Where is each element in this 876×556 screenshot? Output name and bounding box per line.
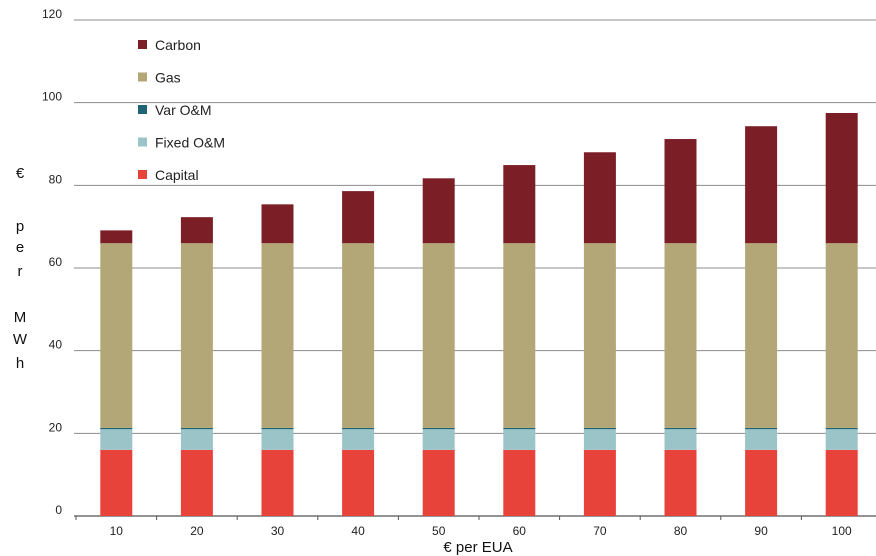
- bar-var-o-m: [261, 427, 294, 430]
- x-tick-label: 20: [190, 524, 204, 538]
- x-tick-label: 80: [674, 524, 688, 538]
- bar-carbon: [180, 217, 213, 244]
- y-axis-label-char: M: [14, 309, 27, 326]
- y-axis-label: € per MWh: [13, 165, 28, 372]
- bar-fixed-o-m: [664, 429, 697, 450]
- bar-var-o-m: [825, 427, 858, 430]
- y-axis-label-char: r: [18, 263, 23, 280]
- legend-swatch: [138, 170, 147, 179]
- bar-gas: [825, 243, 858, 428]
- y-axis-label-char: e: [16, 239, 24, 256]
- legend-label: Var O&M: [155, 102, 212, 118]
- bar-capital: [342, 449, 375, 516]
- x-tick-label: 100: [832, 524, 852, 538]
- legend-swatch: [138, 137, 147, 147]
- bar-fixed-o-m: [180, 429, 213, 450]
- x-axis-label: € per EUA: [443, 539, 512, 556]
- bar-var-o-m: [100, 427, 133, 430]
- bar-capital: [503, 449, 536, 516]
- x-tick-label: 30: [271, 524, 285, 538]
- legend-swatch: [138, 40, 147, 49]
- y-axis-label-char: h: [16, 355, 24, 372]
- bar-var-o-m: [180, 427, 213, 430]
- y-axis-label-char: p: [16, 218, 24, 235]
- bar-gas: [664, 243, 697, 428]
- x-tick-label: 90: [754, 524, 768, 538]
- x-axis: 10 20 30 40 50 60 70 80 90 100: [75, 516, 852, 538]
- bar-capital: [261, 449, 294, 516]
- x-tick-label: 50: [432, 524, 446, 538]
- bar-capital: [422, 449, 455, 516]
- y-tick-label: 80: [49, 172, 63, 186]
- bar-fixed-o-m: [825, 429, 858, 450]
- y-axis-label-char: W: [13, 331, 28, 348]
- bar-carbon: [100, 230, 133, 244]
- bar-fixed-o-m: [100, 429, 133, 450]
- x-tick-label: 10: [110, 524, 124, 538]
- legend-label: Fixed O&M: [155, 135, 225, 151]
- bar-carbon: [422, 178, 455, 244]
- bar-carbon: [825, 113, 858, 244]
- legend-label: Capital: [155, 167, 199, 183]
- legend-swatch: [138, 72, 147, 82]
- y-tick-label: 20: [49, 420, 63, 434]
- bar-carbon: [342, 191, 375, 244]
- y-tick-label: 100: [42, 90, 62, 104]
- bar-capital: [825, 449, 858, 516]
- bar-fixed-o-m: [342, 429, 375, 450]
- bar-carbon: [261, 204, 294, 244]
- bar-fixed-o-m: [503, 429, 536, 450]
- bar-capital: [180, 449, 213, 516]
- bar-gas: [745, 243, 778, 428]
- bar-var-o-m: [503, 427, 536, 430]
- bar-carbon: [583, 152, 616, 244]
- bar-gas: [503, 243, 536, 428]
- bar-var-o-m: [583, 427, 616, 430]
- bar-carbon: [745, 126, 778, 244]
- bar-var-o-m: [422, 427, 455, 430]
- x-tick-label: 60: [513, 524, 527, 538]
- bar-gas: [180, 243, 213, 428]
- y-tick-label: 60: [49, 255, 63, 269]
- bar-gas: [261, 243, 294, 428]
- legend-swatch: [138, 105, 147, 114]
- bar-fixed-o-m: [422, 429, 455, 450]
- bar-capital: [100, 449, 133, 516]
- bar-carbon: [664, 139, 697, 244]
- bar-var-o-m: [745, 427, 778, 430]
- y-tick-label: 40: [49, 338, 63, 352]
- bar-gas: [422, 243, 455, 428]
- x-tick-label: 40: [351, 524, 365, 538]
- bar-capital: [664, 449, 697, 516]
- bar-fixed-o-m: [745, 429, 778, 450]
- bars: [100, 113, 858, 516]
- bar-carbon: [503, 165, 536, 244]
- y-axis-label-char: €: [16, 165, 25, 182]
- y-tick-label: 0: [55, 503, 62, 517]
- bar-fixed-o-m: [583, 429, 616, 450]
- legend-label: Carbon: [155, 37, 201, 53]
- bar-capital: [583, 449, 616, 516]
- legend: Carbon Gas Var O&M Fixed O&M Capital: [138, 37, 225, 183]
- legend-label: Gas: [155, 70, 181, 86]
- x-tick-label: 70: [593, 524, 607, 538]
- bar-capital: [745, 449, 778, 516]
- bar-gas: [342, 243, 375, 428]
- bar-gas: [100, 243, 133, 428]
- bar-var-o-m: [342, 427, 375, 430]
- y-tick-label: 120: [42, 7, 62, 21]
- y-axis: 0 20 40 60 80 100 120: [42, 7, 62, 517]
- bar-var-o-m: [664, 427, 697, 430]
- bar-fixed-o-m: [261, 429, 294, 450]
- bar-gas: [583, 243, 616, 428]
